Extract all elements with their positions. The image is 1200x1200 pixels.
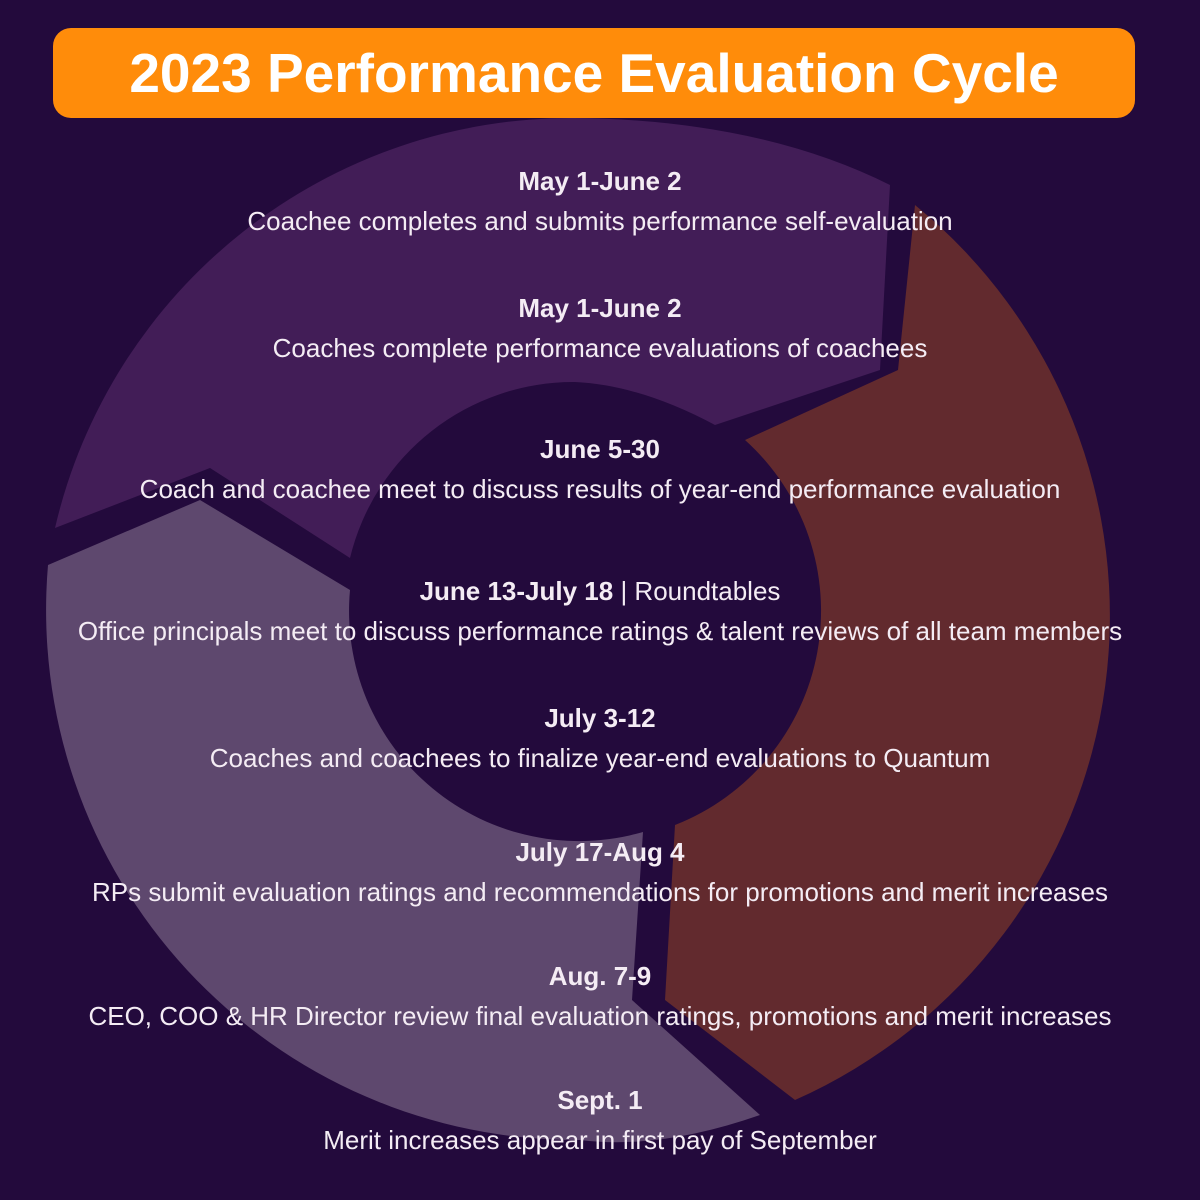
step-description: Coaches complete performance evaluations… <box>272 333 928 363</box>
title-banner: 2023 Performance Evaluation Cycle <box>53 28 1135 118</box>
step-date: July 17-Aug 4 <box>515 837 685 867</box>
step-description: Coaches and coachees to finalize year-en… <box>209 743 991 773</box>
page-title: 2023 Performance Evaluation Cycle <box>129 42 1059 104</box>
step-description: Merit increases appear in first pay of S… <box>323 1125 877 1155</box>
step-date: May 1-June 2 <box>518 166 682 196</box>
timeline-step: May 1-June 2 Coachee completes and submi… <box>0 166 1200 236</box>
step-date-suffix: | Roundtables <box>613 576 781 606</box>
timeline-step: July 3-12 Coaches and coachees to finali… <box>0 703 1200 773</box>
timeline-step: June 5-30 Coach and coachee meet to disc… <box>0 434 1200 504</box>
step-description: Coachee completes and submits performanc… <box>247 206 953 236</box>
step-date: May 1-June 2 <box>518 293 682 323</box>
step-date: June 13-July 18 <box>419 576 614 606</box>
step-date: July 3-12 <box>544 703 656 733</box>
timeline-step: Aug. 7-9 CEO, COO & HR Director review f… <box>0 961 1200 1031</box>
timeline-step: July 17-Aug 4 RPs submit evaluation rati… <box>0 837 1200 907</box>
step-description: Office principals meet to discuss perfor… <box>77 616 1123 646</box>
step-description: Coach and coachee meet to discuss result… <box>139 474 1061 504</box>
cycle-segment-bottom <box>46 500 761 1143</box>
step-description: CEO, COO & HR Director review final eval… <box>88 1001 1112 1031</box>
timeline-step: May 1-June 2 Coaches complete performanc… <box>0 293 1200 363</box>
timeline-step: June 13-July 18 | Roundtables Office pri… <box>0 576 1200 646</box>
step-description: RPs submit evaluation ratings and recomm… <box>92 877 1108 907</box>
cycle-segment-top <box>55 117 890 558</box>
step-date: Aug. 7-9 <box>548 961 652 991</box>
step-date: June 5-30 <box>540 434 660 464</box>
step-date: Sept. 1 <box>557 1085 643 1115</box>
timeline-step: Sept. 1 Merit increases appear in first … <box>0 1085 1200 1155</box>
cycle-segment-right <box>665 205 1110 1100</box>
